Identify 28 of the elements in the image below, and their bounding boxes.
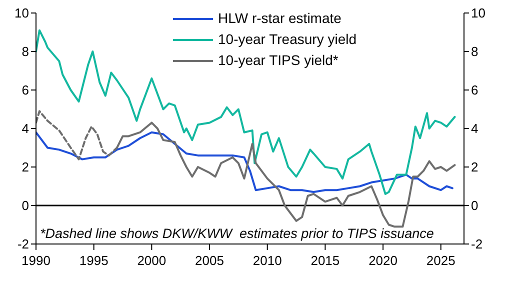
y-tick-label: 4	[22, 121, 29, 136]
line-series	[36, 131, 454, 194]
x-tick-label: 2000	[137, 253, 166, 268]
x-tick-label: 1990	[22, 253, 50, 268]
y-tick-label: 0	[22, 198, 29, 214]
y-tick-label: -2	[17, 236, 29, 252]
y2-tick-label: 8	[471, 44, 478, 60]
line-series	[36, 29, 456, 195]
legend-label: 10-year Treasury yield	[218, 30, 357, 49]
x-tick-label: 1995	[79, 253, 108, 268]
y-tick-label: 2	[22, 160, 29, 175]
x-tick-label: 2020	[368, 253, 398, 268]
legend-label: 10-year TIPS yield*	[218, 51, 338, 70]
y-tick-label: 6	[22, 82, 29, 98]
x-tick-label: 2005	[195, 253, 224, 268]
y2-tick-label: 2	[471, 160, 478, 175]
y2-tick-label: 10	[471, 6, 486, 21]
x-tick-label: 2025	[426, 253, 456, 268]
annotation: *Dashed line shows DKW/KWW estimates prior to TIPS issuance	[40, 226, 434, 241]
y2-tick-label: 6	[471, 82, 478, 98]
y2-tick-label: 0	[471, 198, 478, 214]
y2-tick-label: 4	[471, 121, 478, 136]
x-tick-label: 2010	[252, 253, 282, 268]
y2-tick-label: -2	[471, 236, 483, 252]
x-tick-label: 2015	[310, 253, 340, 268]
y-tick-label: 8	[22, 44, 29, 60]
legend-label: HLW r-star estimate	[218, 9, 342, 28]
y-tick-label: 10	[14, 6, 29, 21]
